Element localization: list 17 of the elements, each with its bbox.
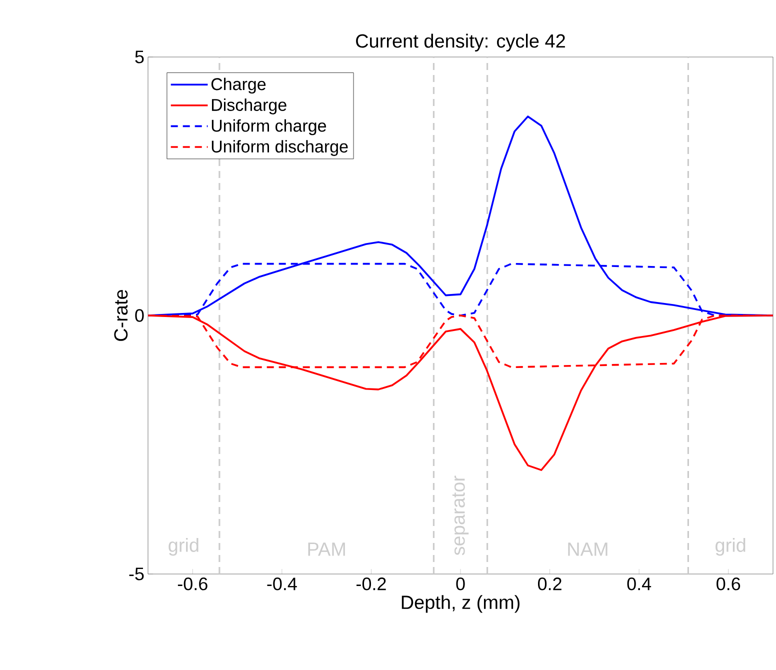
legend-label: Uniform discharge [212, 140, 348, 156]
y-tick-label: 0 [135, 309, 144, 322]
legend-label: Charge [211, 78, 266, 94]
x-tick-label: 0.4 [627, 578, 652, 590]
x-axis-title: Depth, z (mm) [402, 595, 520, 613]
x-tick-label: 0 [456, 578, 465, 590]
x-tick-label: -0.4 [267, 578, 297, 590]
x-tick-label: 0.2 [538, 578, 562, 590]
chart-title: Current density: cycle 42 [356, 34, 565, 52]
y-tick-label: 5 [135, 50, 144, 64]
y-tick-label: -5 [129, 568, 144, 580]
legend-label: Uniform charge [212, 119, 326, 136]
legend-label: Discharge [212, 98, 286, 114]
y-axis-title: C-rate [114, 290, 128, 341]
x-tick-label: 0.6 [716, 578, 740, 590]
x-tick-label: -0.2 [356, 578, 386, 590]
x-tick-label: -0.6 [178, 578, 208, 590]
